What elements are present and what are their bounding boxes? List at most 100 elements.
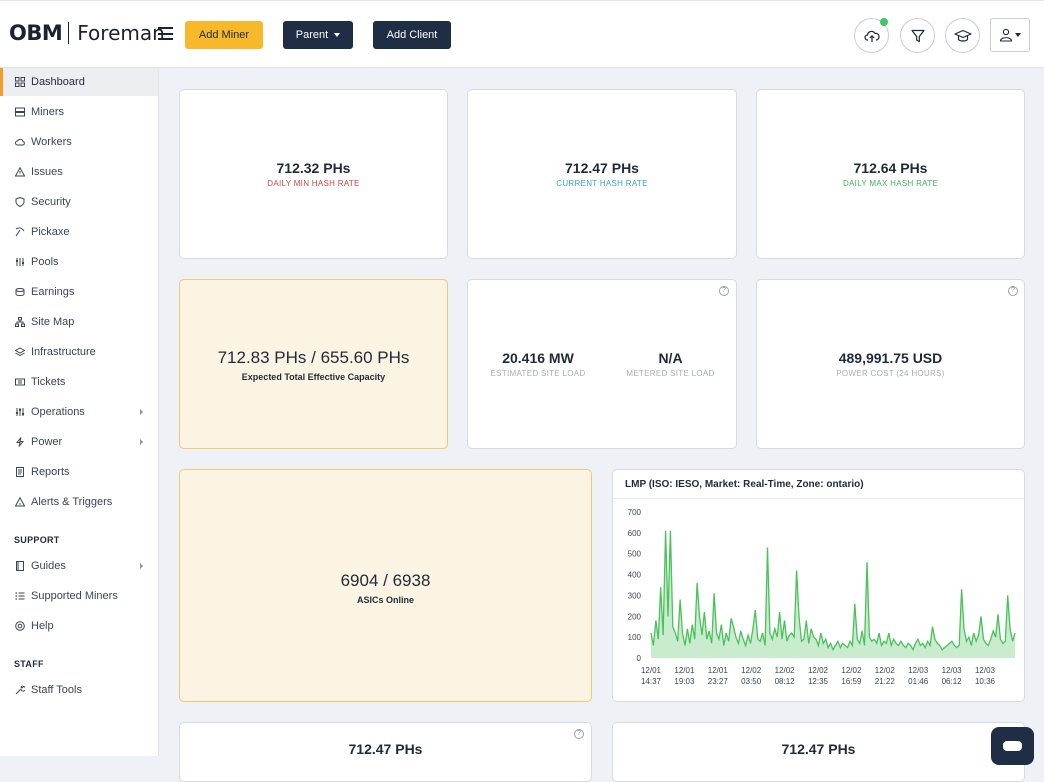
- user-icon: [999, 28, 1013, 42]
- x-tick-label: 01:46: [908, 677, 929, 686]
- chart-divider: [613, 498, 1024, 499]
- lmp-series-line: [650, 530, 1016, 652]
- sidebar-item-help[interactable]: Help: [0, 612, 158, 640]
- current-hash-value: 712.47 PHs: [565, 160, 639, 176]
- lmp-chart[interactable]: 700 600 500 400 300 200 100 0 12/01 14:37 12/01 19:…: [613, 500, 1024, 700]
- y-tick-label: 700: [628, 508, 642, 517]
- sidebar-item-label: Tickets: [31, 376, 66, 388]
- y-tick-label: 100: [628, 633, 642, 642]
- chart-title: LMP (ISO: IESO, Market: Real-Time, Zone:…: [625, 479, 864, 490]
- min-hash-label: DAILY MIN HASH RATE: [267, 179, 360, 188]
- sidebar-item-alerts-triggers[interactable]: Alerts & Triggers: [0, 488, 158, 516]
- x-tick-label: 12/02: [775, 666, 796, 675]
- parent-dropdown-button[interactable]: Parent: [283, 21, 353, 49]
- sidebar-item-pools[interactable]: Pools: [0, 248, 158, 276]
- max-hash-label: DAILY MAX HASH RATE: [842, 179, 939, 188]
- x-tick-label: 21:22: [875, 677, 896, 686]
- guides-button[interactable]: [945, 18, 980, 53]
- current-hash-label: CURRENT HASH RATE: [556, 179, 648, 188]
- asics-label: ASICs Online: [356, 595, 414, 605]
- y-tick-label: 0: [637, 654, 642, 663]
- top-header: OBM Foreman Add Miner Parent Add Client: [0, 0, 1044, 68]
- add-miner-button[interactable]: Add Miner: [185, 21, 263, 49]
- sidebar-item-miners[interactable]: Miners: [0, 98, 158, 126]
- bolt-icon: [15, 437, 25, 447]
- x-tick-label: 23:27: [708, 677, 729, 686]
- sidebar: Dashboard Miners Workers Issues Security…: [0, 68, 159, 756]
- pools-icon: [16, 258, 24, 266]
- x-tick-label: 12/01: [674, 666, 695, 675]
- sidebar-item-label: Reports: [31, 466, 70, 478]
- sidebar-item-dashboard[interactable]: Dashboard: [0, 68, 158, 96]
- sidebar-item-staff-tools[interactable]: Staff Tools: [0, 676, 158, 704]
- sidebar-item-operations[interactable]: Operations: [0, 398, 158, 426]
- sidebar-item-issues[interactable]: Issues: [0, 158, 158, 186]
- sidebar-item-power[interactable]: Power: [0, 428, 158, 456]
- bottom-left-card: ? 712.47 PHs: [179, 722, 592, 782]
- y-tick-label: 400: [628, 571, 642, 580]
- filter-icon: [910, 29, 925, 42]
- hamburger-menu-icon[interactable]: [158, 27, 173, 40]
- x-tick-label: 12/02: [741, 666, 762, 675]
- x-tick-label: 12/03: [942, 666, 963, 675]
- sidebar-item-supported-miners[interactable]: Supported Miners: [0, 582, 158, 610]
- chat-widget-button[interactable]: [991, 727, 1034, 765]
- site-load-label: ESTIMATED SITE LOAD: [490, 369, 586, 378]
- coins-icon: [15, 288, 25, 296]
- lmp-area: [651, 530, 1015, 658]
- user-menu-button[interactable]: [990, 18, 1030, 52]
- x-tick-label: 19:03: [674, 677, 695, 686]
- sidebar-item-label: Help: [31, 620, 54, 632]
- logo-obm: OBM: [9, 21, 63, 45]
- help-icon[interactable]: ?: [719, 286, 729, 296]
- sidebar-item-guides[interactable]: Guides: [0, 552, 158, 580]
- sidebar-item-label: Dashboard: [31, 76, 85, 88]
- ticket-icon: [15, 378, 25, 386]
- support-section-title: SUPPORT: [14, 535, 60, 545]
- report-icon: [16, 467, 24, 477]
- filter-button[interactable]: [900, 18, 935, 53]
- x-tick-label: 12:35: [808, 677, 829, 686]
- sidebar-item-pickaxe[interactable]: Pickaxe: [0, 218, 158, 246]
- sidebar-item-label: Guides: [31, 560, 66, 572]
- tools-icon: [15, 685, 25, 695]
- sidebar-item-infrastructure[interactable]: Infrastructure: [0, 338, 158, 366]
- alerts-icon: [15, 497, 25, 507]
- site-load-value: 20.416 MW: [502, 350, 574, 366]
- sidebar-item-tickets[interactable]: Tickets: [0, 368, 158, 396]
- x-tick-label: 08:12: [775, 677, 796, 686]
- x-tick-label: 12/03: [975, 666, 996, 675]
- help-icon[interactable]: ?: [1008, 286, 1018, 296]
- add-client-button[interactable]: Add Client: [373, 21, 451, 49]
- logo[interactable]: OBM Foreman: [9, 20, 165, 46]
- bottom-right-value: 712.47 PHs: [781, 741, 856, 757]
- dashboard-icon: [15, 77, 25, 87]
- sidebar-item-site-map[interactable]: Site Map: [0, 308, 158, 336]
- sidebar-item-label: Alerts & Triggers: [31, 496, 113, 508]
- sidebar-item-label: Staff Tools: [31, 684, 82, 696]
- sidebar-item-label: Site Map: [31, 316, 75, 328]
- sidebar-item-label: Workers: [31, 136, 72, 148]
- power-cost-value: 489,991.75 USD: [838, 350, 943, 366]
- sidebar-item-label: Earnings: [31, 286, 75, 298]
- sidebar-item-label: Supported Miners: [31, 590, 118, 602]
- sidebar-item-security[interactable]: Security: [0, 188, 158, 216]
- lifebuoy-icon: [15, 621, 25, 631]
- help-icon[interactable]: ?: [574, 729, 584, 739]
- staff-section-title: STAFF: [14, 659, 44, 669]
- sidebar-item-earnings[interactable]: Earnings: [0, 278, 158, 306]
- sidebar-item-label: Issues: [31, 166, 63, 178]
- sidebar-item-reports[interactable]: Reports: [0, 458, 158, 486]
- pickaxe-icon: [15, 227, 25, 237]
- y-tick-label: 500: [628, 550, 642, 559]
- x-tick-label: 12/01: [641, 666, 662, 675]
- cloud-icon: [15, 138, 25, 146]
- x-tick-label: 12/02: [841, 666, 862, 675]
- cloud-upload-icon: [863, 30, 880, 42]
- capacity-label: Expected Total Effective Capacity: [241, 372, 386, 382]
- lmp-chart-card: LMP (ISO: IESO, Market: Real-Time, Zone:…: [612, 469, 1025, 702]
- graduation-cap-icon: [953, 29, 972, 42]
- power-cost-label: POWER COST (24 HOURS): [836, 369, 945, 378]
- sidebar-item-workers[interactable]: Workers: [0, 128, 158, 156]
- list-icon: [15, 592, 25, 600]
